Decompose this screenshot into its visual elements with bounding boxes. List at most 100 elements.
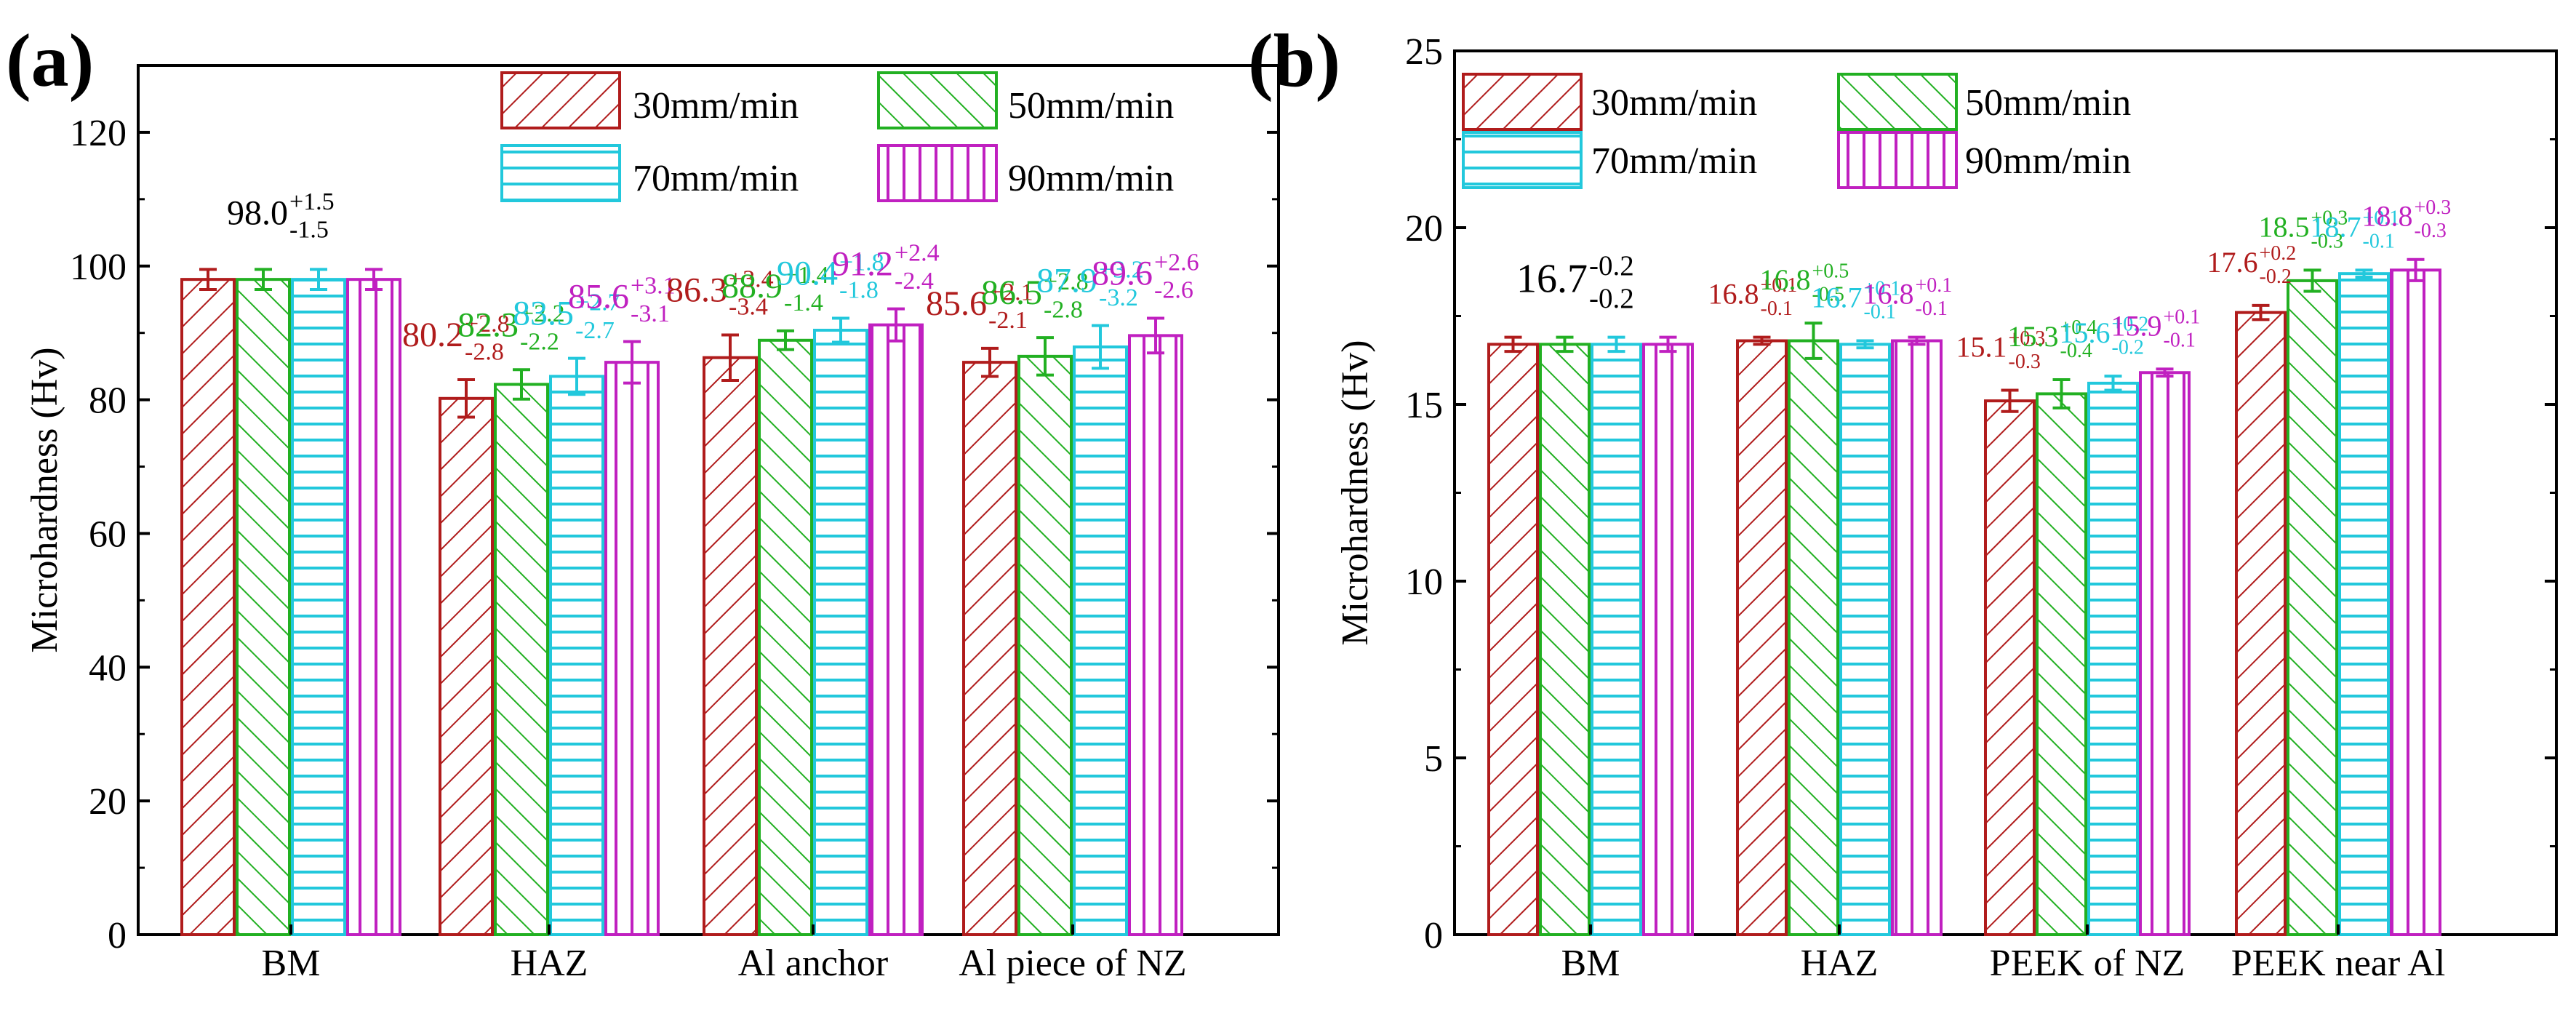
bar-peek-near-al-90mm-min	[2390, 268, 2441, 936]
value-annotation: 86.5 +2.8-2.8	[981, 268, 1089, 323]
annotation-sup: +0.1	[1761, 274, 1798, 297]
annotation-sup: +0.1	[2363, 207, 2400, 230]
annotation-value: 16.7	[1812, 281, 1863, 314]
legend-label: 50mm/min	[1008, 85, 1174, 127]
annotation-value: 18.5	[2259, 210, 2310, 243]
y-tick-label: 15	[1405, 385, 1443, 426]
annotation-sup: +2.8	[1044, 268, 1089, 295]
x-tick-label: HAZ	[511, 943, 588, 984]
annotation-value: 16.8	[1863, 278, 1914, 311]
value-annotation: 15.9 +0.1-0.1	[2111, 306, 2201, 352]
legend-item-30mm-min: 30mm/min	[500, 71, 799, 129]
category-group-bm: BM	[1487, 335, 1694, 984]
annotation-value: 86.5	[981, 273, 1042, 312]
value-annotation: 18.7 +0.1-0.1	[2311, 207, 2400, 253]
bar-bm-50mm-min	[1539, 343, 1591, 936]
annotation-sup: +0.5	[1812, 260, 1849, 282]
annotation-value: 91.2	[832, 245, 893, 284]
annotation-sub: -0.1	[1864, 301, 1896, 324]
annotation-sup: -0.2	[1589, 250, 1634, 281]
legend: 30mm/min 50mm/min 70mm/min 90mm/min	[1462, 73, 2131, 189]
category-group-haz: HAZ	[439, 340, 660, 984]
annotation-sub: -2.8	[465, 338, 504, 365]
bar-bm-30mm-min	[1487, 343, 1539, 936]
annotation-sup: +0.1	[1864, 278, 1901, 300]
legend-swatch	[1462, 131, 1583, 189]
legend-swatch	[1462, 73, 1583, 131]
value-annotation: 16.7 +0.1-0.1	[1812, 278, 1901, 324]
annotation-value: 16.8	[1760, 263, 1811, 296]
y-tick-label: 0	[108, 915, 127, 956]
annotation-sup: +2.8	[465, 311, 510, 337]
value-annotation: 85.6 +3.1-3.1	[568, 272, 676, 327]
legend-item-30mm-min: 30mm/min	[1462, 73, 1757, 131]
annotation-sup: +1.8	[839, 249, 884, 276]
panel-b: (b) 0 5 10 15 20 25 Microhardness (Hv) BM HAZ PEEK…	[1248, 19, 2558, 984]
legend-item-90mm-min: 90mm/min	[877, 144, 1174, 202]
annotation-value: 15.6	[2060, 316, 2111, 349]
annotation-value: 16.8	[1708, 278, 1759, 311]
category-group-bm: BM	[180, 268, 401, 984]
panel-label: (a)	[6, 19, 94, 103]
annotation-sub: -1.5	[289, 217, 329, 244]
value-annotation: 89.6 +2.6-2.6	[1092, 249, 1199, 303]
bar-bm-90mm-min	[1642, 343, 1694, 936]
bar-haz-50mm-min	[1788, 339, 1839, 936]
value-annotation: 16.7 -0.2-0.2	[1516, 250, 1634, 314]
annotation-sub: -2.2	[520, 328, 559, 355]
annotation-value: 18.7	[2311, 210, 2361, 243]
bar-al-piece-of-nz-50mm-min	[1017, 354, 1073, 937]
value-annotation: 87.9 +3.2-3.2	[1036, 256, 1144, 311]
value-annotation: 86.3 +3.4-3.4	[666, 265, 774, 320]
panel-a: (a) 0 20 40 60 80 100 120 Microhardness (Hv) BM HA…	[6, 19, 1280, 984]
annotation-sub: -3.2	[1099, 284, 1138, 311]
annotation-value: 80.2	[402, 316, 463, 354]
y-tick-label: 100	[70, 247, 127, 288]
annotation-value: 15.1	[1956, 331, 2007, 364]
annotation-sup: +0.2	[2260, 242, 2297, 265]
annotation-sup: +0.2	[2112, 313, 2149, 335]
annotation-sub: -0.4	[2060, 340, 2092, 362]
bar-haz-70mm-min	[549, 375, 604, 936]
annotation-value: 87.9	[1036, 262, 1097, 300]
bar-bm-70mm-min	[1591, 343, 1642, 936]
annotation-value: 82.3	[457, 305, 519, 344]
legend-swatch	[500, 144, 621, 202]
bar-peek-near-al-50mm-min	[2287, 279, 2338, 936]
bar-bm-30mm-min	[180, 278, 236, 936]
value-annotation: 82.3 +2.2-2.2	[457, 300, 565, 355]
legend-swatch	[877, 144, 998, 202]
annotation-value: 83.5	[513, 295, 574, 333]
annotation-value: 89.6	[1092, 254, 1153, 292]
category-group-al-anchor: Al anchor	[703, 307, 924, 984]
bar-haz-70mm-min	[1839, 343, 1891, 936]
annotation-sup: +2.6	[1154, 249, 1199, 276]
annotation-value: 85.6	[926, 284, 987, 323]
annotation-sup: +0.1	[1916, 274, 1953, 297]
value-annotation: 90.4 +1.8-1.8	[777, 249, 884, 303]
y-tick-label: 10	[1405, 562, 1443, 603]
bar-al-piece-of-nz-90mm-min	[1128, 334, 1183, 937]
annotation-sup: +2.2	[520, 300, 565, 327]
category-group-haz: HAZ	[1736, 321, 1943, 984]
y-tick-label: 60	[89, 514, 127, 555]
y-axis-label: Microhardness (Hv)	[24, 347, 65, 652]
legend-label: 70mm/min	[1591, 140, 1757, 182]
bar-haz-30mm-min	[1736, 339, 1788, 936]
annotation-sub: -3.1	[631, 300, 670, 327]
annotation-sup: +2.7	[575, 289, 620, 316]
value-annotation: 18.5 +0.3-0.3	[2259, 207, 2348, 253]
annotation-sub: -2.6	[1154, 277, 1193, 304]
category-group-peek-near-al: PEEK near Al	[2231, 257, 2446, 984]
value-annotation: 18.8 +0.3-0.3	[2362, 196, 2452, 242]
bar-haz-30mm-min	[439, 396, 494, 936]
y-axis-ticks: 0 5 10 15 20 25	[1405, 31, 2556, 956]
annotation-sup: +3.1	[631, 272, 676, 299]
x-tick-label: PEEK near Al	[2231, 943, 2446, 984]
annotation-sub: -0.1	[2363, 231, 2395, 253]
annotation-sup: +3.2	[1099, 256, 1144, 283]
y-tick-label: 80	[89, 380, 127, 422]
bar-peek-of-nz-70mm-min	[2087, 381, 2139, 936]
legend-swatch	[1837, 73, 1958, 131]
